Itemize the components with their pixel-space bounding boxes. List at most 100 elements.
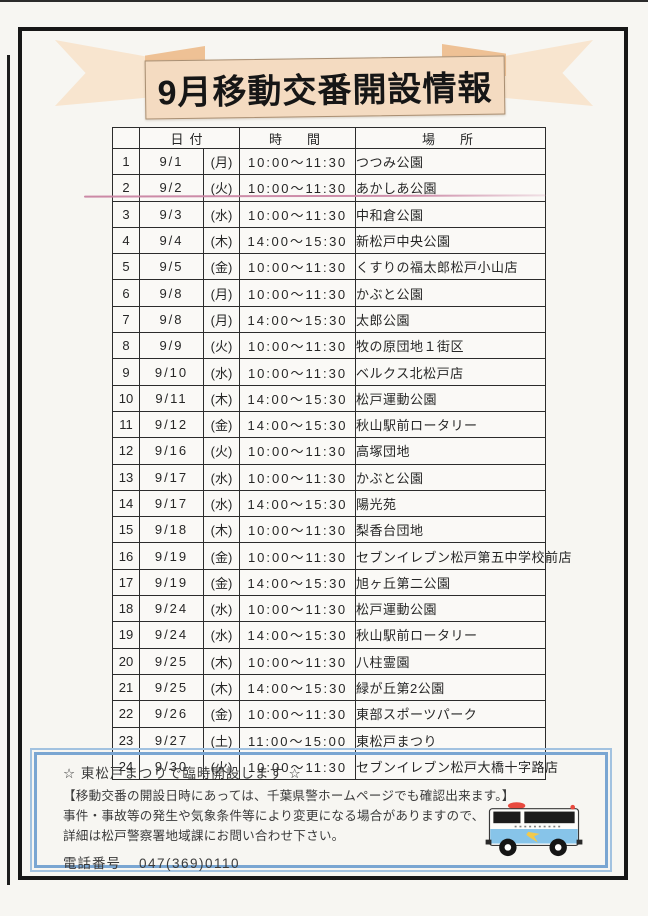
scan-edge-left [7, 55, 10, 885]
row-date: 9/24 [139, 595, 204, 623]
row-number: 7 [112, 305, 140, 334]
row-time: 10:00～11:30 [239, 437, 357, 465]
row-time: 10:00～11:30 [239, 200, 357, 228]
table-row: 7 9/8 (月) 14:00～15:30 太郎公園 [112, 305, 547, 334]
row-time: 14:00～15:30 [239, 384, 357, 412]
col-header-date: 日付 [138, 127, 241, 149]
info-line-3: 詳細は松戸警察署地域課にお問い合わせ下さい。 [63, 828, 345, 843]
row-number: 18 [112, 595, 140, 623]
row-number: 9 [112, 358, 140, 386]
notice-box-inner: ☆ 東松戸まつりで臨時開設します ☆ 【移動交番の開設日時にあっては、千葉県警ホ… [34, 752, 608, 871]
row-date: 9/18 [139, 516, 204, 544]
row-number: 21 [112, 673, 140, 702]
row-place: かぶと公園 [355, 279, 547, 307]
row-place: 秋山駅前ロータリー [355, 621, 547, 649]
row-place: つつみ公園 [355, 147, 547, 176]
table-row: 12 9/16 (火) 10:00～11:30 高塚団地 [112, 437, 547, 465]
row-date: 9/3 [139, 200, 204, 228]
col-header-time: 時 間 [239, 127, 357, 149]
row-place: 新松戸中央公園 [355, 226, 547, 255]
row-number: 16 [112, 542, 140, 570]
row-date: 9/8 [139, 279, 204, 307]
row-number: 11 [112, 410, 140, 439]
table-row: 9 9/10 (水) 10:00～11:30 ベルクス北松戸店 [112, 358, 547, 386]
row-number: 4 [112, 226, 140, 255]
table-row: 18 9/24 (水) 10:00～11:30 松戸運動公園 [112, 595, 547, 623]
table-header-row: 日付 時 間 場 所 [112, 127, 547, 149]
row-time: 10:00～11:30 [239, 332, 357, 360]
row-time: 14:00～15:30 [239, 568, 357, 597]
phone-line: 電話番号 047(369)0110 [63, 852, 591, 872]
row-weekday: (金) [202, 410, 241, 439]
row-place: 牧の原団地１街区 [355, 332, 547, 360]
row-number: 12 [112, 437, 140, 465]
row-place: あかしあ公園 [355, 174, 547, 202]
ribbon-tail-right [491, 40, 593, 106]
row-place: 旭ヶ丘第二公園 [355, 568, 547, 597]
row-weekday: (月) [202, 147, 241, 176]
row-time: 10:00～11:30 [239, 279, 357, 307]
row-number: 19 [112, 621, 140, 649]
row-weekday: (火) [202, 752, 241, 781]
row-weekday: (金) [202, 253, 241, 281]
ribbon-tail-left [55, 40, 157, 106]
table-row: 4 9/4 (木) 14:00～15:30 新松戸中央公園 [112, 226, 547, 255]
row-number: 6 [112, 279, 140, 307]
row-time: 10:00～11:30 [239, 647, 357, 675]
event-note: ☆ 東松戸まつりで臨時開設します ☆ [63, 766, 302, 781]
row-weekday: (金) [202, 542, 241, 570]
police-van-icon [485, 802, 583, 857]
row-place: 緑が丘第2公園 [355, 673, 547, 702]
notice-box: ☆ 東松戸まつりで臨時開設します ☆ 【移動交番の開設日時にあっては、千葉県警ホ… [30, 748, 612, 872]
table-row: 16 9/19 (金) 10:00～11:30 セブンイレブン松戸第五中学校前店 [112, 542, 572, 570]
row-number: 13 [112, 463, 140, 491]
page-border-frame [18, 27, 628, 880]
row-place: 松戸運動公園 [355, 384, 547, 412]
row-number: 20 [112, 647, 140, 675]
phone-number: 047(369)0110 [139, 855, 241, 871]
row-time: 10:00～11:30 [239, 147, 357, 176]
row-number: 17 [112, 568, 140, 597]
row-place: 高塚団地 [355, 437, 547, 465]
row-date: 9/17 [139, 463, 204, 491]
row-weekday: (水) [202, 489, 241, 518]
row-weekday: (水) [202, 358, 241, 386]
row-number: 8 [112, 332, 140, 360]
table-row: 20 9/25 (木) 10:00～11:30 八柱霊園 [112, 647, 547, 675]
title-ribbon: 9月移動交番開設情報 [50, 38, 598, 120]
row-weekday: (金) [202, 568, 241, 597]
row-date: 9/25 [139, 647, 204, 675]
row-date: 9/25 [139, 673, 204, 702]
row-weekday: (月) [202, 305, 241, 334]
ribbon-band: 9月移動交番開設情報 [144, 55, 506, 120]
row-place: 陽光苑 [355, 489, 547, 518]
row-place: 八柱霊園 [355, 647, 547, 675]
table-row: 22 9/26 (金) 10:00～11:30 東部スポーツパーク [112, 700, 547, 728]
row-place: 松戸運動公園 [355, 595, 547, 623]
table-row: 3 9/3 (水) 10:00～11:30 中和倉公園 [112, 200, 547, 228]
row-place: 中和倉公園 [355, 200, 547, 228]
row-weekday: (木) [202, 384, 241, 412]
row-weekday: (水) [202, 621, 241, 649]
table-row: 6 9/8 (月) 10:00～11:30 かぶと公園 [112, 279, 547, 307]
row-weekday: (木) [202, 647, 241, 675]
row-date: 9/26 [139, 700, 204, 728]
row-time: 14:00～15:30 [239, 621, 357, 649]
row-time: 14:00～15:30 [239, 305, 357, 334]
row-number: 10 [112, 384, 140, 412]
row-number: 1 [112, 147, 140, 176]
row-time: 14:00～15:30 [239, 673, 357, 702]
table-row: 5 9/5 (金) 10:00～11:30 くすりの福太郎松戸小山店 [112, 253, 547, 281]
row-time: 10:00～11:30 [239, 542, 357, 570]
row-number: 3 [112, 200, 140, 228]
row-time: 14:00～15:30 [239, 489, 357, 518]
row-weekday: (木) [202, 516, 241, 544]
row-time: 10:00～11:30 [239, 700, 357, 728]
row-place: セブンイレブン松戸第五中学校前店 [355, 542, 572, 570]
table-row: 10 9/11 (木) 14:00～15:30 松戸運動公園 [112, 384, 547, 412]
row-place: 梨香台団地 [355, 516, 547, 544]
row-number: 22 [112, 700, 140, 728]
info-line-1: 【移動交番の開設日時にあっては、千葉県警ホームページでも確認出来ます。】 [63, 789, 515, 803]
table-row: 13 9/17 (水) 10:00～11:30 かぶと公園 [112, 463, 547, 491]
